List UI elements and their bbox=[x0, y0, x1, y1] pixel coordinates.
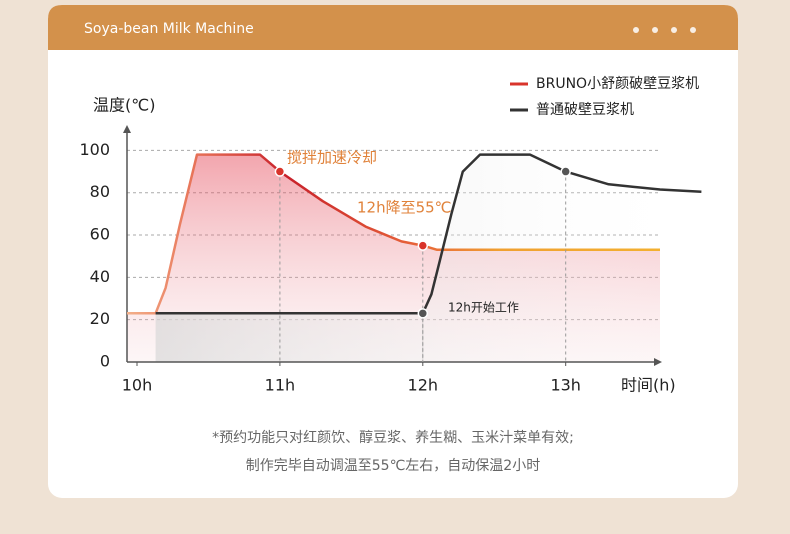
y-tick-label: 40 bbox=[90, 267, 110, 286]
x-tick-label: 11h bbox=[265, 376, 296, 395]
x-tick-label: 13h bbox=[550, 376, 581, 395]
plot: 0 20 40 60 80 100 10h 11h 12h 13h BRUNO小舒颜破壁豆浆机普通破… bbox=[79, 76, 702, 395]
x-arrow bbox=[654, 358, 662, 366]
point bbox=[417, 308, 429, 319]
y-tick-label: 80 bbox=[90, 182, 110, 201]
point bbox=[560, 166, 571, 177]
y-tick-label: 0 bbox=[100, 352, 110, 371]
y-axis-label: 温度(℃) bbox=[93, 96, 155, 115]
line bbox=[155, 153, 702, 315]
x-tick-label: 12h bbox=[408, 376, 439, 395]
x-axis-label: 时间(h) bbox=[621, 376, 676, 395]
y-tick-label: 60 bbox=[90, 225, 110, 244]
footnote: *预约功能只对红颜饮、醇豆浆、养生糊、玉米汁菜单有效; bbox=[212, 429, 574, 446]
point bbox=[417, 240, 429, 251]
point bbox=[274, 166, 286, 177]
area bbox=[155, 154, 702, 362]
x-tick-label: 10h bbox=[122, 376, 153, 395]
y-tick-label: 100 bbox=[79, 140, 110, 159]
annotation: 12h开始工作 bbox=[448, 301, 519, 315]
annotation: 12h降至55℃ bbox=[357, 199, 452, 217]
card-header bbox=[48, 5, 738, 50]
legend-label: BRUNO小舒颜破壁豆浆机 bbox=[536, 76, 699, 92]
y-arrow bbox=[123, 125, 131, 133]
annotation: 搅拌加速冷却 bbox=[287, 149, 377, 167]
header-title: Soya-bean Milk Machine bbox=[84, 21, 254, 37]
y-tick-label: 20 bbox=[90, 309, 110, 328]
legend-label: 普通破壁豆浆机 bbox=[536, 102, 634, 118]
dots bbox=[633, 27, 696, 33]
line bbox=[127, 153, 660, 315]
footnote: 制作完毕自动调温至55℃左右，自动保温2小时 bbox=[246, 458, 540, 474]
